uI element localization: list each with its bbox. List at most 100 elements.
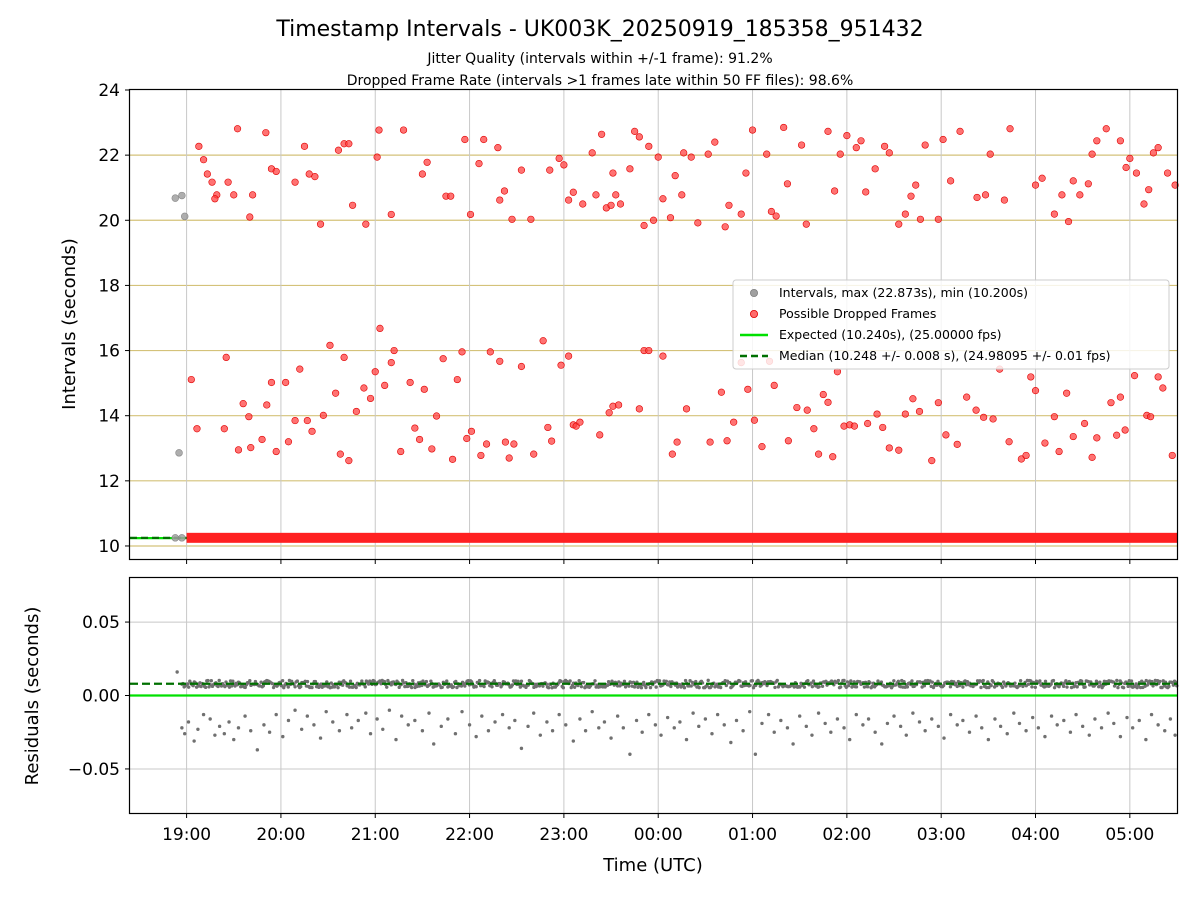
dropped-frame-point [721, 223, 729, 231]
residual-point [356, 718, 360, 723]
residual-point [773, 685, 777, 690]
residual-point [621, 726, 626, 730]
residual-point [1075, 685, 1079, 689]
residual-point [279, 684, 284, 688]
residual-point [318, 736, 323, 740]
intervals-y-label: Intervals (seconds) [59, 238, 80, 410]
residual-point [1005, 731, 1009, 736]
dropped-frame-point [1122, 163, 1130, 172]
residual-point [360, 679, 364, 683]
residual-point [1062, 718, 1066, 723]
residual-point [579, 684, 584, 689]
dropped-frame-point [864, 419, 872, 428]
dropped-frame-point [193, 425, 201, 433]
residual-point [936, 724, 941, 729]
residual-point [382, 679, 387, 684]
dropped-frame-point [1146, 413, 1155, 421]
residual-point [729, 740, 733, 745]
residual-point [981, 678, 985, 683]
dropped-frame-point [972, 406, 980, 414]
residual-point [243, 685, 247, 690]
residual-point [669, 684, 673, 689]
residual-point [634, 718, 639, 723]
dropped-frame-point [797, 141, 806, 149]
dropped-frame-point [1116, 393, 1125, 401]
dropped-frame-point [824, 127, 832, 135]
residual-point [1017, 721, 1022, 726]
dropped-frame-point [249, 191, 257, 199]
residual-point [259, 680, 263, 684]
residual-point [1125, 715, 1129, 720]
intervals-points [171, 123, 1179, 542]
residual-point [1144, 678, 1148, 683]
dropped-frame-point [725, 201, 733, 209]
dropped-frame-point [831, 187, 839, 195]
residual-point [654, 685, 658, 689]
residual-point [986, 737, 991, 742]
residual-point [409, 685, 414, 690]
residual-point [602, 720, 607, 724]
residual-point [718, 685, 723, 690]
residual-point [776, 685, 781, 689]
dropped-frame-point [1145, 186, 1153, 194]
x-tick-label: 21:00 [351, 825, 400, 845]
dropped-frame-point [576, 418, 584, 426]
residual-point [911, 711, 915, 715]
dropped-frame-point [1088, 453, 1096, 461]
dropped-frame-point [222, 353, 230, 361]
residual-point [1129, 679, 1134, 683]
residual-point [942, 736, 946, 740]
residual-point [332, 685, 337, 689]
residual-point [519, 746, 524, 751]
residual-point [809, 681, 813, 685]
residual-point [1106, 711, 1110, 715]
residual-point [816, 711, 821, 715]
dropped-frame-point [605, 409, 613, 417]
dropped-frame-point [704, 150, 712, 158]
intervals-panel: 10 12 14 16 18 20 22 24 Intervals (seconds) [59, 81, 1179, 564]
residual-point [280, 678, 285, 683]
dropped-frame-point [300, 142, 309, 150]
dropped-frame-point [915, 407, 924, 416]
residual-point [917, 720, 922, 724]
residual-point [898, 724, 903, 729]
dropped-frame-point [598, 130, 606, 138]
dropped-frame-point [1041, 439, 1049, 447]
residual-point [516, 679, 520, 684]
dropped-frame-point [530, 450, 538, 458]
dropped-frame-point [1031, 387, 1040, 395]
residual-point [1163, 729, 1167, 733]
dropped-frame-point [220, 425, 228, 433]
residual-point [1000, 685, 1005, 690]
dropped-frame-point [852, 144, 860, 152]
dropped-frame-point [767, 207, 776, 216]
residual-point [993, 717, 997, 721]
dropped-frame-point [1084, 180, 1092, 188]
residual-point [545, 720, 549, 724]
interval-point [178, 534, 186, 542]
residual-point [255, 748, 260, 752]
residual-point [460, 709, 464, 714]
dropped-frame-point [645, 346, 653, 355]
dropped-frame-point [871, 165, 879, 173]
dropped-frame-point [1126, 154, 1134, 162]
dropped-frame-point [224, 178, 232, 186]
residual-point [203, 685, 208, 690]
residual-point [1158, 679, 1162, 684]
dropped-frame-point [717, 388, 726, 396]
residual-point [364, 711, 368, 715]
residual-point [1049, 682, 1053, 686]
residual-point [1043, 679, 1048, 683]
residual-point [1099, 726, 1104, 730]
dropped-frame-point [916, 215, 925, 223]
residual-point [835, 717, 840, 721]
dropped-frame-point [247, 444, 255, 452]
dropped-frame-point [885, 444, 893, 452]
dropped-frame-point [345, 140, 353, 148]
dropped-frame-point [1038, 174, 1046, 182]
residual-point [1030, 685, 1034, 689]
residual-point [854, 685, 859, 689]
residual-point [820, 684, 825, 688]
residual-point [248, 679, 252, 683]
residual-point [293, 708, 297, 712]
